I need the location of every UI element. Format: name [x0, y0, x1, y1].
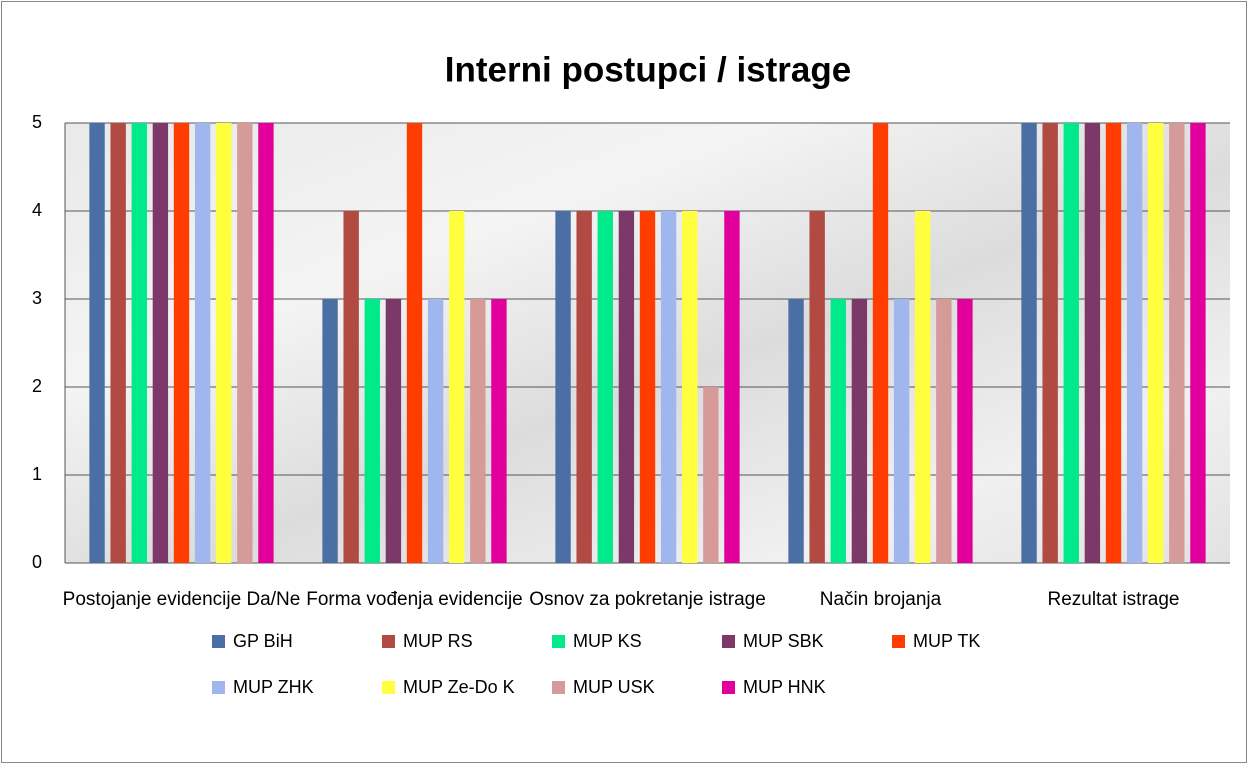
bar — [555, 211, 571, 563]
bar — [470, 299, 486, 563]
bar — [1169, 123, 1185, 563]
bar — [597, 211, 613, 563]
legend-item: MUP RS — [382, 618, 552, 664]
bar — [491, 299, 507, 563]
bar — [618, 211, 635, 563]
legend-swatch — [552, 634, 565, 648]
legend-item: MUP TK — [892, 618, 1062, 664]
bar — [258, 123, 274, 563]
legend-label: GP BiH — [233, 630, 293, 651]
bar — [194, 123, 211, 563]
bar — [173, 123, 190, 563]
legend-label: MUP HNK — [743, 676, 826, 697]
bar — [322, 299, 338, 563]
bar — [851, 299, 868, 563]
legend-swatch — [382, 680, 395, 694]
y-tick-label: 0 — [32, 552, 42, 572]
bar — [788, 299, 804, 563]
y-tick-label: 4 — [32, 200, 42, 220]
legend-label: MUP KS — [573, 630, 642, 651]
legend: GP BiH MUP RS MUP KS MUP SBK MUP TK MUP ZHK MU… — [212, 618, 1072, 710]
legend-item: MUP KS — [552, 618, 722, 664]
bar — [1063, 123, 1079, 563]
chart-title: Interni postupci / istrage — [445, 50, 851, 89]
bar — [89, 123, 105, 563]
y-tick-label: 3 — [32, 288, 42, 308]
bar — [449, 211, 465, 563]
bar — [152, 123, 169, 563]
bar — [936, 299, 952, 563]
bar — [1126, 123, 1143, 563]
bar — [110, 123, 126, 563]
legend-item: GP BiH — [212, 618, 382, 664]
bar — [1105, 123, 1122, 563]
bar — [364, 299, 380, 563]
x-tick-label: Postojanje evidencije Da/Ne — [62, 589, 301, 610]
bar — [427, 299, 444, 563]
legend-label: MUP USK — [573, 676, 655, 697]
bar — [915, 211, 931, 563]
bar — [830, 299, 846, 563]
legend-label: MUP RS — [403, 630, 473, 651]
bar — [872, 123, 889, 563]
legend-swatch — [722, 634, 735, 648]
x-tick-label: Osnov za pokretanje istrage — [529, 589, 766, 610]
legend-swatch — [722, 680, 735, 694]
bar — [682, 211, 698, 563]
bar — [660, 211, 677, 563]
legend-swatch — [552, 680, 565, 694]
bar — [1084, 123, 1101, 563]
bar — [1148, 123, 1164, 563]
bar — [385, 299, 402, 563]
bar — [957, 299, 973, 563]
bar — [893, 299, 910, 563]
legend-swatch — [212, 680, 225, 694]
legend-item: MUP ZHK — [212, 664, 382, 710]
legend-label: MUP TK — [913, 630, 981, 651]
x-tick-label: Rezultat istrage — [1047, 589, 1180, 610]
legend-label: MUP SBK — [743, 630, 824, 651]
legend-label: MUP ZHK — [233, 676, 314, 697]
bar — [1021, 123, 1037, 563]
bar — [639, 211, 656, 563]
bar — [1190, 123, 1206, 563]
x-tick-label: Način brojanja — [819, 589, 942, 610]
legend-swatch — [892, 634, 905, 648]
legend-item: MUP HNK — [722, 664, 892, 710]
bar — [406, 123, 423, 563]
y-tick-label: 1 — [32, 464, 42, 484]
bar — [576, 211, 592, 563]
bar — [809, 211, 825, 563]
x-tick-label: Forma vođenja evidencije — [306, 589, 523, 610]
bar — [237, 123, 253, 563]
legend-label: MUP Ze-Do K — [403, 676, 515, 697]
bar — [703, 387, 719, 563]
legend-item: MUP SBK — [722, 618, 892, 664]
legend-item: MUP Ze-Do K — [382, 664, 552, 710]
bar — [724, 211, 740, 563]
bar — [216, 123, 232, 563]
legend-item: MUP USK — [552, 664, 722, 710]
legend-swatch — [212, 634, 225, 648]
y-tick-label: 2 — [32, 376, 42, 396]
bar — [343, 211, 359, 563]
bar — [1042, 123, 1058, 563]
y-tick-label: 5 — [32, 112, 42, 132]
bar — [131, 123, 147, 563]
legend-swatch — [382, 634, 395, 648]
